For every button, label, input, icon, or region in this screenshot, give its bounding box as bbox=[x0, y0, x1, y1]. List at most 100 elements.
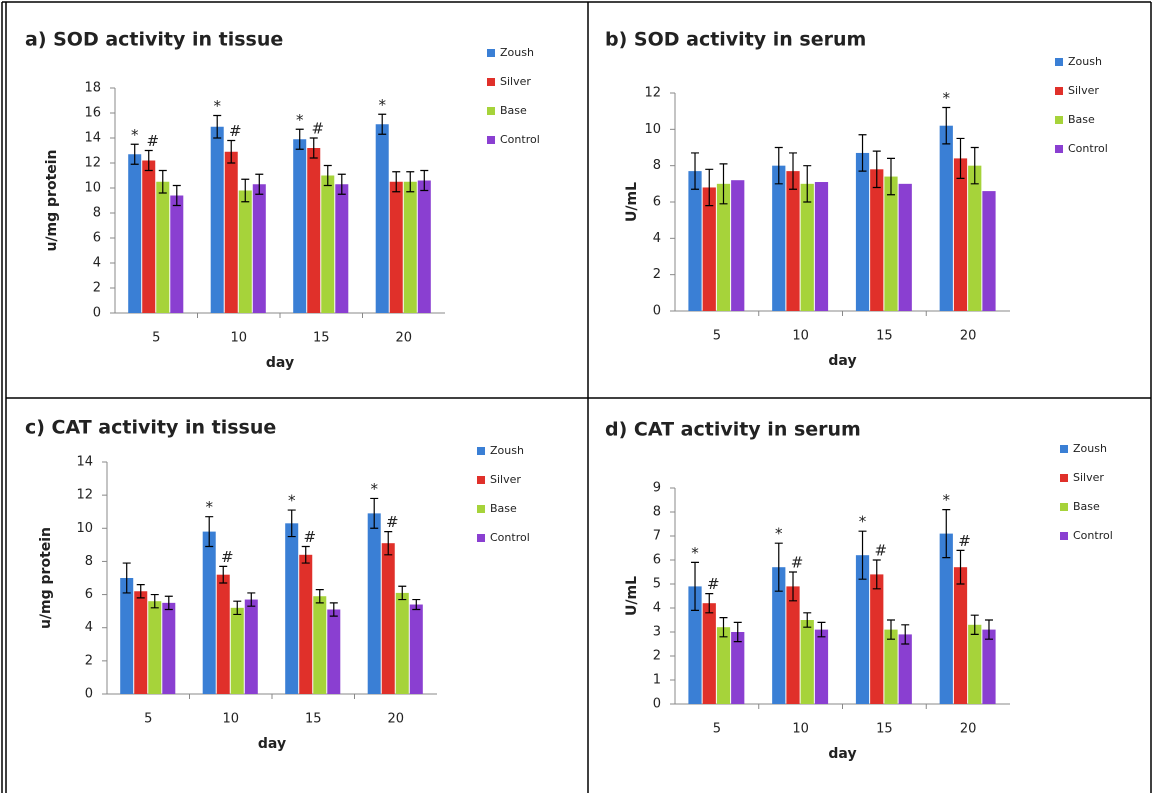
bar bbox=[786, 586, 800, 704]
error-bar bbox=[309, 137, 318, 159]
error-bar bbox=[719, 617, 728, 638]
significance-marker: # bbox=[303, 528, 316, 546]
x-tick-label: 10 bbox=[792, 722, 809, 737]
bar bbox=[702, 187, 716, 311]
x-tick-label: 20 bbox=[395, 331, 412, 346]
y-tick-label: 4 bbox=[85, 620, 93, 635]
error-bar bbox=[691, 152, 700, 190]
bar bbox=[968, 165, 982, 311]
bar bbox=[772, 567, 786, 704]
legend-label: Base bbox=[1073, 500, 1100, 513]
error-bar bbox=[205, 516, 214, 548]
error-bar bbox=[158, 169, 167, 194]
legend-label: Base bbox=[1068, 113, 1095, 126]
x-tick-label: 15 bbox=[313, 331, 330, 346]
error-bar bbox=[241, 178, 250, 203]
significance-marker: * bbox=[378, 96, 386, 114]
bar bbox=[395, 592, 409, 694]
legend-label: Control bbox=[1068, 142, 1108, 155]
legend-label: Zoush bbox=[1068, 55, 1102, 68]
chart-title: c) CAT activity in tissue bbox=[25, 417, 276, 439]
bar bbox=[953, 567, 968, 704]
legend-swatch bbox=[477, 476, 485, 484]
error-bar bbox=[122, 562, 131, 594]
bar bbox=[367, 513, 381, 694]
bar bbox=[968, 624, 982, 704]
bar bbox=[375, 124, 389, 313]
bar bbox=[216, 574, 230, 694]
y-tick-label: 2 bbox=[653, 649, 661, 664]
bar bbox=[898, 183, 912, 311]
error-bar bbox=[150, 593, 159, 609]
error-bar bbox=[295, 128, 304, 150]
error-bar bbox=[970, 146, 979, 185]
legend-label: Silver bbox=[490, 473, 521, 486]
error-bar bbox=[803, 165, 812, 203]
error-bar bbox=[803, 612, 812, 628]
legend-label: Control bbox=[1073, 529, 1113, 542]
y-tick-label: 3 bbox=[653, 625, 661, 640]
bar bbox=[148, 601, 162, 694]
bar bbox=[238, 190, 252, 313]
bar bbox=[855, 555, 870, 704]
y-tick-label: 4 bbox=[93, 256, 101, 271]
bar bbox=[731, 632, 745, 704]
bar bbox=[389, 181, 403, 313]
y-axis-label: U/mL bbox=[624, 576, 640, 616]
bar bbox=[982, 191, 996, 311]
legend-swatch bbox=[1060, 532, 1068, 540]
error-bar bbox=[872, 150, 881, 189]
error-bar bbox=[420, 169, 429, 192]
bar bbox=[403, 181, 417, 313]
bar bbox=[772, 165, 786, 311]
significance-marker: * bbox=[943, 491, 951, 509]
significance-marker: # bbox=[958, 532, 971, 550]
y-tick-label: 14 bbox=[76, 455, 93, 470]
error-bar bbox=[392, 171, 401, 193]
y-tick-label: 4 bbox=[653, 601, 661, 616]
x-axis-label: day bbox=[258, 736, 286, 752]
x-axis-label: day bbox=[828, 353, 856, 369]
legend-label: Silver bbox=[500, 75, 531, 88]
error-bar bbox=[323, 164, 332, 187]
y-tick-label: 6 bbox=[85, 587, 93, 602]
legend-label: Base bbox=[500, 104, 527, 117]
bar bbox=[939, 533, 953, 704]
error-bar bbox=[233, 600, 242, 616]
error-bar bbox=[886, 619, 895, 640]
chart-title: a) SOD activity in tissue bbox=[25, 29, 283, 51]
error-bar bbox=[789, 152, 798, 190]
error-bar bbox=[886, 157, 895, 196]
legend-swatch bbox=[1060, 503, 1068, 511]
bar bbox=[335, 184, 349, 313]
y-tick-label: 14 bbox=[84, 131, 101, 146]
error-bar bbox=[398, 585, 407, 601]
significance-marker: * bbox=[370, 480, 378, 498]
bar bbox=[244, 599, 258, 694]
y-tick-label: 10 bbox=[644, 122, 661, 137]
bar bbox=[327, 609, 341, 694]
bar bbox=[134, 591, 148, 694]
y-tick-label: 5 bbox=[653, 577, 661, 592]
y-tick-label: 2 bbox=[85, 653, 93, 668]
significance-marker: # bbox=[791, 554, 804, 572]
y-axis-label: U/mL bbox=[624, 182, 640, 222]
error-bar bbox=[301, 545, 310, 564]
y-tick-label: 4 bbox=[653, 231, 661, 246]
bar bbox=[953, 158, 968, 311]
significance-marker: * bbox=[205, 498, 213, 516]
bar bbox=[814, 182, 829, 311]
bar bbox=[230, 607, 244, 694]
legend-label: Control bbox=[500, 133, 540, 146]
significance-marker: # bbox=[146, 132, 159, 150]
bar bbox=[417, 180, 431, 313]
y-tick-label: 0 bbox=[85, 687, 93, 702]
chart-title: d) CAT activity in serum bbox=[605, 419, 861, 441]
y-tick-label: 8 bbox=[85, 554, 93, 569]
significance-marker: # bbox=[311, 120, 324, 138]
y-tick-label: 10 bbox=[84, 181, 101, 196]
bar bbox=[299, 554, 313, 694]
x-tick-label: 15 bbox=[876, 722, 893, 737]
